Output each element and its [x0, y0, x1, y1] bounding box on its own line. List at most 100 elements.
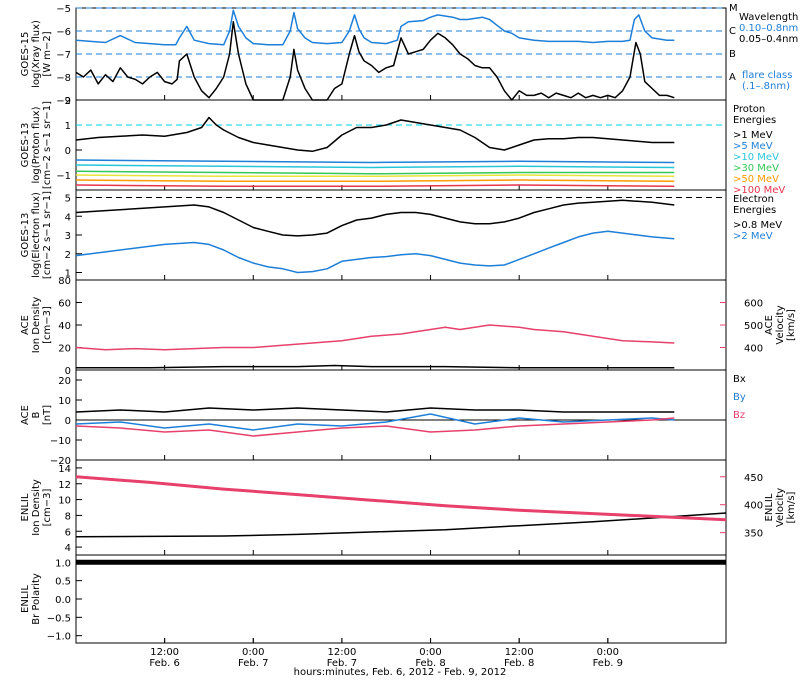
- legend-entry: Bx: [733, 374, 746, 385]
- x-axis-title: hours:minutes, Feb. 6, 2012 - Feb. 9, 20…: [294, 667, 507, 678]
- y-tick-label: 12: [58, 480, 71, 491]
- y-tick-label: 40: [58, 321, 71, 332]
- y-axis-label-line: [cm−3]: [42, 306, 53, 344]
- right-y-axis-label-line: ACE: [764, 315, 775, 335]
- y-tick-label: 4: [65, 212, 71, 223]
- y-tick-label: 0: [65, 366, 71, 377]
- y-axis-label: GOES-13log(Electron flux)[cm−2 s−1 sr−1]: [20, 191, 53, 279]
- y-tick-label: −10: [50, 436, 71, 447]
- y-axis-label: ACEIon Density[cm−3]: [20, 297, 53, 354]
- y-axis-label-line: [cm−2 s−1 sr−1]: [42, 101, 53, 189]
- series-blue: [75, 230, 675, 274]
- legend-entry: >5 MeV: [733, 141, 773, 152]
- series-black: [76, 364, 675, 369]
- legend-entry: >0.8 MeV: [733, 220, 782, 231]
- y-tick-label: 8: [65, 511, 71, 522]
- x-tick-date-label: Feb. 8: [504, 658, 534, 669]
- flare-level-label: A: [729, 72, 736, 83]
- flare-level-label: B: [729, 49, 736, 60]
- series-black: [75, 116, 675, 153]
- legend-entry: By: [733, 392, 746, 403]
- y-tick-label: −6: [56, 27, 71, 38]
- series-pink: [75, 417, 675, 437]
- legend-title: Energies: [733, 205, 776, 216]
- right-y-axis-label-line: [km/s]: [786, 309, 797, 341]
- y-tick-label: −0.5: [47, 613, 71, 624]
- y-tick-label: 10: [58, 496, 71, 507]
- right-y-tick-label: 400: [744, 344, 763, 355]
- y-tick-label: 0: [65, 146, 71, 157]
- y-axis-label-line: [cm−3]: [42, 489, 53, 527]
- y-tick-label: 2: [65, 96, 71, 107]
- series-red: [75, 184, 675, 188]
- series-teal: [75, 164, 675, 169]
- right-y-tick-label: 500: [744, 321, 763, 332]
- x-tick-date-label: Feb. 7: [238, 658, 268, 669]
- y-axis-label-line: [nT]: [42, 405, 53, 425]
- right-y-axis-label-line: Velocity: [775, 305, 786, 344]
- y-tick-label: 5: [65, 194, 71, 205]
- y-axis-label-line: ACE: [20, 315, 31, 335]
- legend-title: Energies: [733, 115, 776, 126]
- series-black: [75, 199, 675, 237]
- y-axis-label-line: Ion Density: [31, 479, 42, 536]
- y-tick-label: −7: [56, 50, 71, 61]
- x-tick-date-label: Feb. 7: [327, 658, 357, 669]
- y-tick-label: 60: [58, 299, 71, 310]
- series-blue: [75, 9, 675, 46]
- y-axis-label-line: ENLIL: [20, 493, 31, 521]
- y-axis-label-line: GOES-13: [20, 123, 31, 168]
- y-tick-label: 0.0: [55, 595, 71, 606]
- x-tick-time-label: 0:00: [242, 647, 264, 658]
- y-axis-label-line: log(Electron flux): [31, 192, 42, 278]
- y-tick-label: 1.0: [55, 558, 71, 569]
- y-tick-label: 14: [58, 464, 71, 475]
- y-tick-label: 0: [65, 416, 71, 427]
- y-axis-label-line: GOES-15: [20, 32, 31, 77]
- right-y-tick-label: 600: [744, 299, 763, 310]
- series-orange: [75, 179, 675, 183]
- panel-frame: [75, 369, 727, 461]
- y-axis-label-line: [W m−2]: [42, 31, 53, 76]
- y-axis-label: ACEB[nT]: [20, 405, 53, 425]
- x-tick-time-label: 0:00: [419, 647, 441, 658]
- y-tick-label: 2: [65, 250, 71, 261]
- y-tick-label: 10: [58, 396, 71, 407]
- y-tick-label: −20: [50, 456, 71, 467]
- panel-electron: 1 2 3 4 5 GOES-13log(Electron flux)[cm−2 s−1 …: [20, 189, 782, 281]
- right-y-axis-label-line: [km/s]: [786, 491, 797, 523]
- series-pink: [75, 324, 675, 351]
- right-y-axis-label: ACEVelocity[km/s]: [764, 305, 797, 344]
- panel-enlil-polarity: −1.0 −0.5 0.0 0.5 1.0 ENLILBr Polarity: [20, 554, 727, 644]
- flare-level-label: M: [729, 3, 738, 14]
- right-y-tick-label: 450: [744, 473, 763, 484]
- x-tick-time-label: 0:00: [597, 647, 619, 658]
- y-tick-label: 0.5: [55, 577, 71, 588]
- legend-entry: 0.05–0.4nm: [739, 34, 798, 45]
- y-tick-label: −1.0: [47, 632, 71, 643]
- y-tick-label: 1: [65, 121, 71, 132]
- y-tick-label: −8: [56, 73, 71, 84]
- legend-entry: >2 MeV: [733, 231, 773, 242]
- legend-note: flare class: [742, 70, 792, 81]
- y-axis-label-line: [cm−2 s−1 sr−1]: [42, 191, 53, 279]
- y-axis-label: ENLILBr Polarity: [20, 573, 42, 625]
- x-tick-time-label: 12:00: [150, 647, 179, 658]
- y-tick-label: 4: [65, 543, 71, 554]
- y-tick-label: −5: [56, 4, 71, 15]
- series-pink: [75, 475, 727, 522]
- y-tick-label: 6: [65, 527, 71, 538]
- flare-level-label: C: [729, 26, 736, 37]
- y-tick-label: 20: [58, 376, 71, 387]
- y-axis-label: GOES-15log(Xray flux)[W m−2]: [20, 20, 53, 88]
- legend-entry: >10 MeV: [733, 152, 779, 163]
- series-blue: [75, 413, 675, 431]
- right-y-tick-label: 400: [744, 501, 763, 512]
- series-green: [75, 170, 675, 175]
- series-black: [75, 21, 675, 101]
- x-tick-date-label: Feb. 6: [149, 658, 179, 669]
- x-tick-date-label: Feb. 9: [593, 658, 623, 669]
